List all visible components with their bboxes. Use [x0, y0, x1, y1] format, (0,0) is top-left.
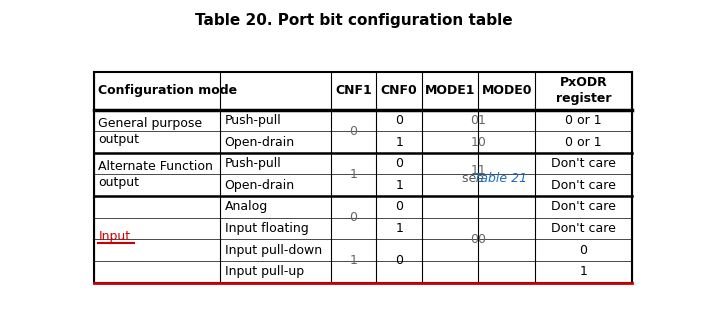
Text: 0: 0	[350, 211, 358, 224]
Text: General purpose
output: General purpose output	[98, 117, 202, 146]
Text: Input pull-down: Input pull-down	[224, 244, 322, 257]
Text: Don't care: Don't care	[551, 179, 616, 192]
Text: 1: 1	[350, 255, 358, 268]
Text: 01: 01	[471, 114, 486, 127]
Text: CNF1: CNF1	[335, 84, 372, 97]
Text: 0 or 1: 0 or 1	[565, 136, 602, 149]
Text: 0: 0	[395, 200, 403, 214]
Text: 00: 00	[470, 233, 486, 246]
Text: 1: 1	[579, 265, 587, 278]
Text: Input pull-up: Input pull-up	[224, 265, 304, 278]
Text: Table 21: Table 21	[474, 172, 527, 185]
Text: 1: 1	[395, 222, 403, 235]
Text: 1: 1	[350, 168, 358, 181]
Text: Push-pull: Push-pull	[224, 114, 282, 127]
Text: 10: 10	[471, 136, 486, 149]
Text: Don't care: Don't care	[551, 157, 616, 170]
Text: Analog: Analog	[224, 200, 268, 214]
Bar	[94, 72, 632, 283]
Text: 0: 0	[350, 125, 358, 138]
Text: 0: 0	[395, 114, 403, 127]
Text: 0: 0	[395, 157, 403, 170]
Text: 0: 0	[395, 255, 403, 268]
Text: Don't care: Don't care	[551, 200, 616, 214]
Text: 1: 1	[395, 179, 403, 192]
Text: Table 20. Port bit configuration table: Table 20. Port bit configuration table	[195, 13, 513, 28]
Text: CNF0: CNF0	[381, 84, 418, 97]
Text: 0 or 1: 0 or 1	[565, 114, 602, 127]
Text: MODE1: MODE1	[425, 84, 476, 97]
Text: Open-drain: Open-drain	[224, 136, 295, 149]
Text: Alternate Function
output: Alternate Function output	[98, 160, 213, 189]
Text: 0: 0	[579, 244, 588, 257]
Text: 11: 11	[471, 164, 486, 177]
Text: Input: Input	[98, 230, 130, 243]
Text: Open-drain: Open-drain	[224, 179, 295, 192]
Text: Push-pull: Push-pull	[224, 157, 282, 170]
Text: Configuration mode: Configuration mode	[98, 84, 237, 97]
Text: PxODR
register: PxODR register	[556, 76, 611, 105]
Text: 1: 1	[395, 136, 403, 149]
Text: MODE0: MODE0	[481, 84, 532, 97]
Text: Input floating: Input floating	[224, 222, 309, 235]
Text: see: see	[462, 172, 488, 185]
Text: Don't care: Don't care	[551, 222, 616, 235]
